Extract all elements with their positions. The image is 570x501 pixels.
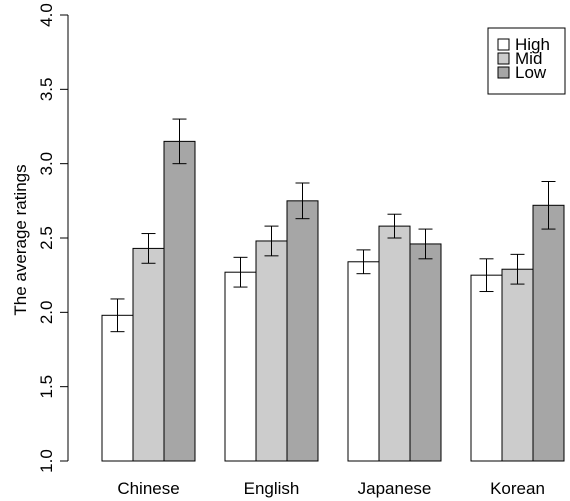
error-bar-korean-mid — [510, 253, 525, 285]
error-bar-english-mid — [264, 225, 279, 257]
error-bar-english-low — [295, 182, 310, 220]
legend-label-low: Low — [515, 63, 547, 82]
error-bar-japanese-low — [418, 228, 433, 260]
bars-group — [101, 140, 565, 462]
bar-chinese-mid — [132, 247, 165, 462]
y-tick-label-3.0: 3.0 — [37, 152, 56, 176]
bar-english-mid — [255, 240, 288, 462]
y-axis: 1.0 1.5 2.0 2.5 3.0 3.5 4.0 — [37, 3, 69, 473]
y-tick-label-2.5: 2.5 — [37, 226, 56, 250]
x-tick-label-korean: Korean — [490, 479, 545, 498]
bar-japanese-low — [409, 243, 442, 462]
y-tick-label-3.5: 3.5 — [37, 78, 56, 102]
error-bar-chinese-mid — [141, 233, 156, 264]
legend-label-high: High — [515, 35, 550, 54]
error-bars-group — [110, 118, 556, 333]
bar-english-high — [224, 271, 257, 462]
bar-japanese-high — [347, 261, 380, 462]
legend-swatch-high — [497, 38, 510, 51]
bar-japanese-mid — [378, 225, 411, 462]
error-bar-japanese-mid — [387, 213, 402, 239]
error-bar-english-high — [233, 256, 248, 288]
legend-swatch-mid — [497, 52, 510, 65]
error-bar-korean-high — [479, 258, 494, 293]
bar-chinese-low — [163, 140, 196, 462]
bar-korean-mid — [501, 268, 534, 462]
y-axis-label: The average ratings — [11, 164, 30, 315]
bar-chinese-high — [101, 314, 134, 462]
x-tick-label-japanese: Japanese — [358, 479, 432, 498]
x-tick-label-english: English — [244, 479, 300, 498]
bar-english-low — [286, 200, 319, 462]
x-axis: Chinese English Japanese Korean — [117, 479, 545, 498]
legend-label-mid: Mid — [515, 49, 542, 68]
error-bar-japanese-high — [356, 249, 371, 275]
error-bar-korean-low — [541, 181, 556, 230]
y-tick-label-1.0: 1.0 — [37, 449, 56, 473]
legend-swatch-low — [497, 66, 510, 79]
bar-korean-low — [532, 204, 565, 462]
error-bar-chinese-high — [110, 298, 125, 333]
error-bar-chinese-low — [172, 118, 187, 165]
y-tick-label-1.5: 1.5 — [37, 375, 56, 399]
y-tick-label-2.0: 2.0 — [37, 301, 56, 325]
y-tick-label-4.0: 4.0 — [37, 3, 56, 27]
x-tick-label-chinese: Chinese — [117, 479, 179, 498]
bar-korean-high — [470, 274, 503, 462]
